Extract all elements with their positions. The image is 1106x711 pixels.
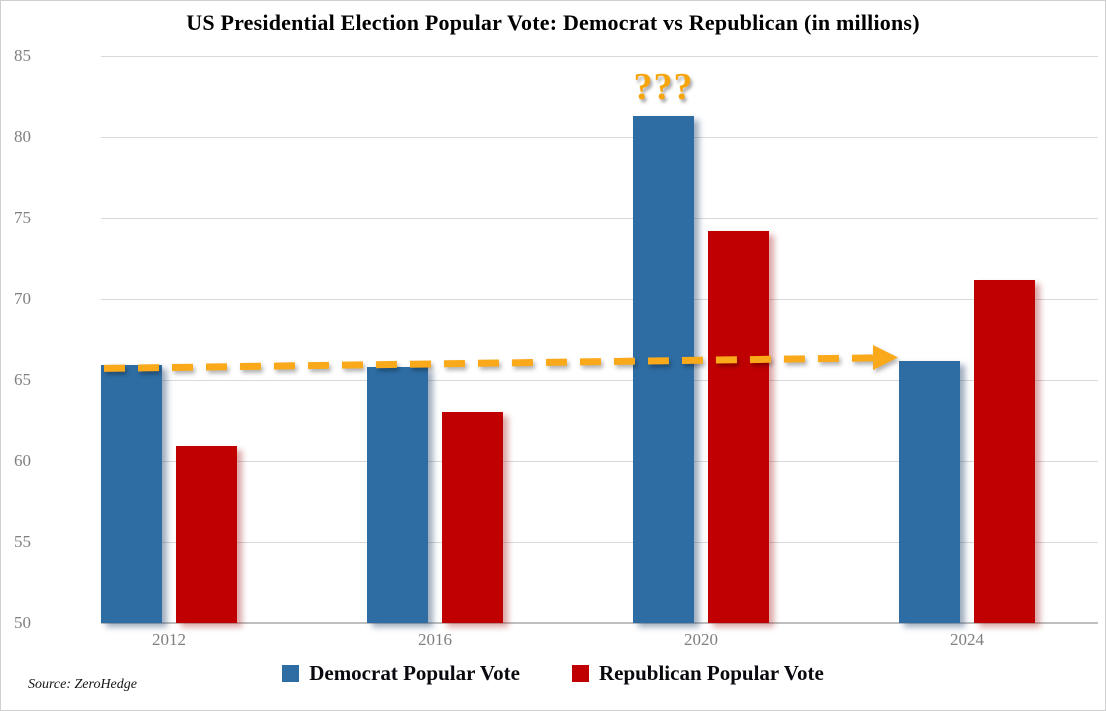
y-tick-label-65: 65 bbox=[14, 370, 31, 389]
legend-label-democrat: Democrat Popular Vote bbox=[309, 661, 520, 685]
x-tick-label-2024: 2024 bbox=[950, 630, 984, 649]
y-tick-label-60: 60 bbox=[14, 451, 31, 470]
bar-democrat-2012 bbox=[101, 365, 162, 623]
x-tick-label-2012: 2012 bbox=[152, 630, 186, 649]
y-tick-label-80: 80 bbox=[14, 127, 31, 146]
trend-arrow-head-icon bbox=[873, 345, 898, 371]
bar-republican-2016 bbox=[442, 412, 503, 623]
legend: Democrat Popular Vote Republican Popular… bbox=[1, 661, 1105, 686]
y-tick-label-70: 70 bbox=[14, 289, 31, 308]
x-axis-line bbox=[101, 622, 1098, 624]
y-tick-label-85: 85 bbox=[14, 46, 31, 65]
gridline-80 bbox=[101, 137, 1098, 138]
gridline-75 bbox=[101, 218, 1098, 219]
bar-republican-2020 bbox=[708, 230, 769, 623]
bar-republican-2012 bbox=[176, 446, 237, 623]
bar-democrat-2016 bbox=[367, 367, 428, 623]
x-tick-label-2016: 2016 bbox=[418, 630, 452, 649]
y-tick-label-55: 55 bbox=[14, 532, 31, 551]
legend-swatch-democrat-icon bbox=[282, 665, 300, 682]
legend-label-republican: Republican Popular Vote bbox=[598, 661, 824, 685]
legend-item-republican: Republican Popular Vote bbox=[571, 661, 824, 686]
bar-democrat-2020 bbox=[633, 115, 694, 623]
gridline-85 bbox=[101, 56, 1098, 57]
x-tick-label-2020: 2020 bbox=[684, 630, 718, 649]
gridline-65 bbox=[101, 380, 1098, 381]
y-tick-label-75: 75 bbox=[14, 208, 31, 227]
bar-democrat-2024 bbox=[899, 360, 960, 623]
bar-republican-2024 bbox=[974, 279, 1035, 623]
chart-title: US Presidential Election Popular Vote: D… bbox=[186, 10, 920, 35]
y-tick-label-50: 50 bbox=[14, 613, 31, 632]
gridline-70 bbox=[101, 299, 1098, 300]
legend-swatch-republican-icon bbox=[571, 665, 589, 682]
source-credit: Source: ZeroHedge bbox=[28, 677, 137, 692]
gridline-60 bbox=[101, 461, 1098, 462]
legend-item-democrat: Democrat Popular Vote bbox=[282, 661, 520, 686]
question-marks-annotation: ??? bbox=[633, 65, 694, 108]
gridline-55 bbox=[101, 542, 1098, 543]
